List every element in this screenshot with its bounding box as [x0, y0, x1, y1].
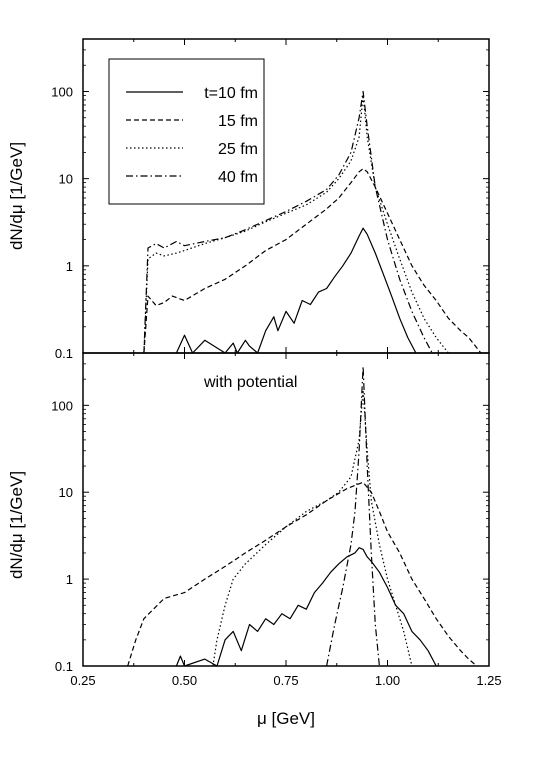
y-tick-label: 0.1: [55, 346, 73, 361]
y-tick-label: 10: [59, 172, 73, 187]
y-tick-label: 0.1: [55, 659, 73, 674]
bottom-series-dashed: [127, 481, 478, 667]
y-tick-label: 100: [51, 84, 73, 99]
legend-label-10fm: t=10 fm: [204, 85, 258, 102]
bottom-series-dotted: [212, 389, 413, 667]
bottom-y-axis-label: dN/dμ [1/GeV]: [7, 471, 26, 579]
x-tick-label: 0.25: [70, 673, 95, 688]
top-y-axis-label: dN/dμ [1/GeV]: [7, 142, 26, 250]
legend: t=10 fm 15 fm 25 fm 40 fm: [108, 58, 265, 205]
x-tick-label: 0.75: [273, 673, 298, 688]
legend-label-40fm: 40 fm: [218, 169, 258, 186]
top-series-dashdot: [143, 90, 433, 354]
bottom-panel: 0.25 0.50 0.75 1.00 1.25 0.1 1 10 100 dN/dμ [1/G…: [7, 352, 502, 728]
y-tick-label: 100: [51, 398, 73, 413]
bottom-series-group: [127, 365, 478, 667]
bottom-series-dashdot: [326, 365, 380, 667]
top-series-solid: [175, 227, 417, 354]
x-tick-label: 0.50: [172, 673, 197, 688]
x-tick-label: 1.00: [375, 673, 400, 688]
bottom-axis-ticks: 0.25 0.50 0.75 1.00 1.25 0.1 1 10 100: [51, 353, 502, 688]
y-tick-label: 10: [59, 485, 73, 500]
x-axis-label: μ [GeV]: [257, 709, 315, 728]
panel-annotation: with potential: [203, 374, 297, 391]
y-tick-label: 1: [66, 259, 73, 274]
top-panel: 0.1 1 10 100 dN/dμ [1/GeV] t=10 fm 15 fm 25…: [7, 38, 490, 361]
top-series-dashed: [143, 168, 482, 354]
legend-label-25fm: 25 fm: [218, 141, 258, 158]
legend-box: [108, 58, 265, 205]
top-series-group: [143, 90, 482, 354]
y-tick-label: 1: [66, 572, 73, 587]
bottom-series-solid: [175, 547, 437, 667]
top-series-dotted: [143, 94, 449, 354]
x-tick-label: 1.25: [476, 673, 501, 688]
legend-label-15fm: 15 fm: [218, 113, 258, 130]
